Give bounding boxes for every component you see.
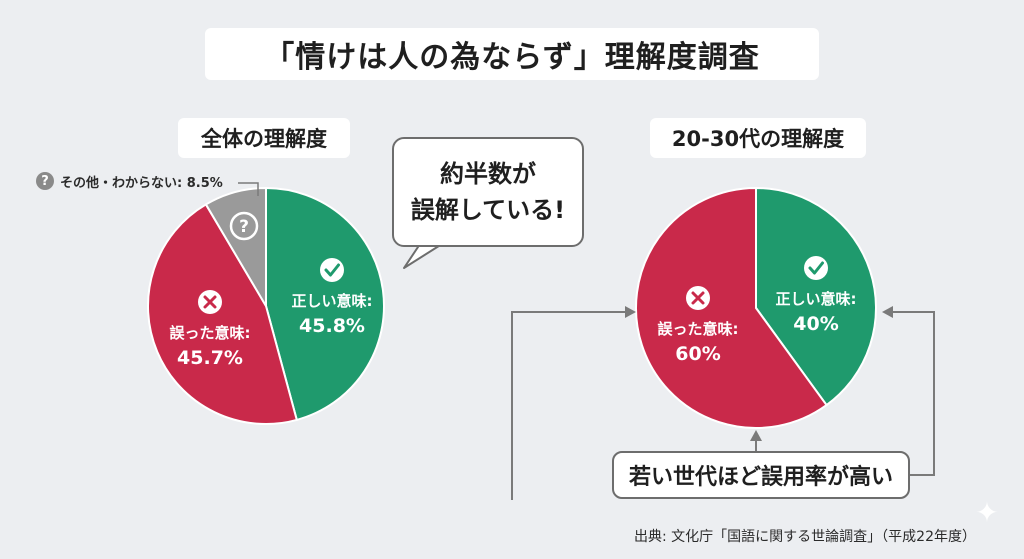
- pie-slice-other: [204, 186, 267, 310]
- page-title: 「情けは人の為ならず」理解度調査: [205, 28, 819, 80]
- other-label-text: その他・わからない: 8.5%: [60, 175, 223, 191]
- pie-slice-correct: [755, 186, 877, 407]
- pie-slice-wrong: [147, 203, 299, 425]
- slice-value-correct: 45.8%: [299, 315, 365, 337]
- connector-right: [890, 311, 935, 476]
- slice-label-correct: 正しい意味:: [292, 292, 373, 310]
- slice-label-wrong: 誤った意味:: [170, 324, 251, 342]
- slice-value-wrong: 45.7%: [177, 347, 243, 369]
- pie-20-30s: 正しい意味: 40% 誤った意味: 60%: [635, 186, 877, 429]
- slice-label-correct: 正しい意味:: [776, 290, 857, 308]
- chart-title-overall: 全体の理解度: [178, 118, 350, 158]
- check-icon: [320, 258, 344, 282]
- bubble-tail: [403, 243, 443, 269]
- cross-icon: [686, 286, 710, 310]
- source-note: 出典: 文化庁「国語に関する世論調査」（平成22年度）: [634, 529, 976, 545]
- arrow-up-head: [750, 430, 762, 441]
- bubble-line-2: 誤解している!: [410, 196, 566, 224]
- arrow-left-head: [625, 306, 636, 318]
- svg-text:?: ?: [239, 217, 249, 237]
- sparkle-icon: ✦: [975, 496, 999, 529]
- bubble-line-1: 約半数が: [440, 160, 536, 188]
- arrow-right-head: [882, 306, 893, 318]
- connector-left: [511, 311, 628, 500]
- pie-slice-correct: [265, 186, 385, 422]
- slice-value-wrong: 60%: [675, 343, 720, 365]
- slice-label-wrong: 誤った意味:: [658, 320, 739, 338]
- question-icon: ?: [229, 211, 259, 241]
- other-leader-line: [238, 182, 259, 196]
- cross-icon: [198, 290, 222, 314]
- chart-title-20-30s: 20-30代の理解度: [650, 118, 866, 158]
- callout-box: 若い世代ほど誤用率が高い: [612, 451, 910, 499]
- slice-value-correct: 40%: [793, 313, 838, 335]
- pie-slice-wrong: [635, 186, 828, 429]
- other-slice-label: ? その他・わからない: 8.5%: [36, 171, 223, 191]
- pie-overall: 正しい意味: 45.8% 誤った意味: 45.7%?: [147, 186, 385, 425]
- question-icon: ?: [36, 172, 54, 190]
- speech-bubble: 約半数が 誤解している!: [392, 137, 584, 247]
- check-icon: [804, 256, 828, 280]
